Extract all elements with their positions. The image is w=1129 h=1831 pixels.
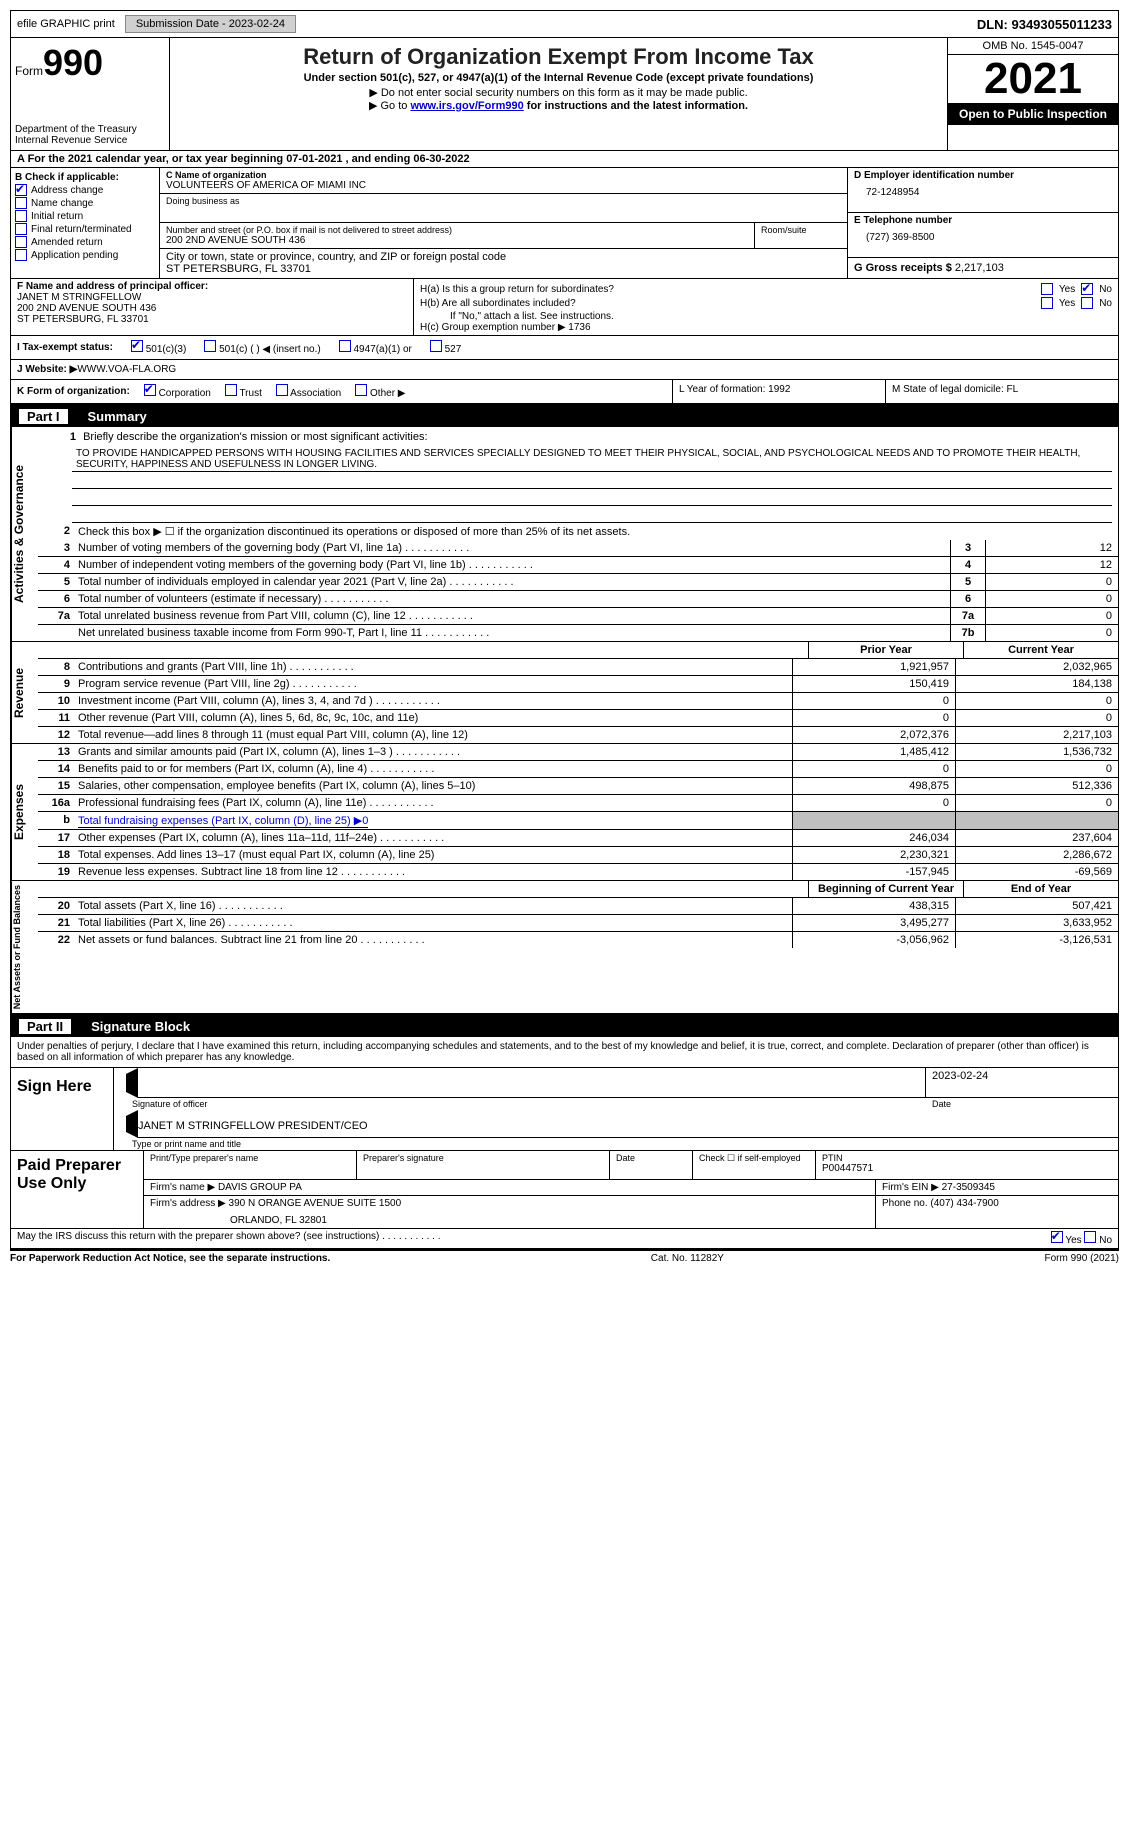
chk-address-change[interactable]	[15, 184, 27, 196]
tab-activities: Activities & Governance	[11, 427, 38, 641]
section-klm: K Form of organization: Corporation Trus…	[10, 380, 1119, 406]
irs-link[interactable]: www.irs.gov/Form990	[410, 100, 523, 112]
chk-amended[interactable]	[15, 236, 27, 248]
discuss-row: May the IRS discuss this return with the…	[10, 1229, 1119, 1251]
top-bar: efile GRAPHIC print Submission Date - 20…	[10, 10, 1119, 38]
col-b: B Check if applicable: Address change Na…	[11, 168, 160, 278]
dln-label: DLN: 93493055011233	[977, 17, 1112, 32]
tab-revenue: Revenue	[11, 642, 38, 743]
chk-application[interactable]	[15, 249, 27, 261]
part2-header: Part II Signature Block	[10, 1016, 1119, 1037]
section-bcd: B Check if applicable: Address change Na…	[10, 168, 1119, 279]
chk-initial-return[interactable]	[15, 210, 27, 222]
header-right: OMB No. 1545-0047 2021 Open to Public In…	[947, 38, 1118, 150]
paid-preparer: Paid Preparer Use Only Print/Type prepar…	[10, 1151, 1119, 1229]
col-d: D Employer identification number 72-1248…	[847, 168, 1118, 278]
section-j: J Website: ▶ WWW.VOA-FLA.ORG	[10, 360, 1119, 380]
section-f: F Name and address of principal officer:…	[11, 279, 414, 335]
form-header: Form990 Department of the Treasury Inter…	[10, 38, 1119, 151]
header-left: Form990 Department of the Treasury Inter…	[11, 38, 170, 150]
section-fh: F Name and address of principal officer:…	[10, 279, 1119, 336]
section-i: I Tax-exempt status: 501(c)(3) 501(c) ( …	[10, 336, 1119, 360]
chk-final-return[interactable]	[15, 223, 27, 235]
revenue-section: Revenue Prior YearCurrent Year 8Contribu…	[10, 642, 1119, 744]
tab-expenses: Expenses	[11, 744, 38, 880]
submission-date-button[interactable]: Submission Date - 2023-02-24	[125, 15, 296, 33]
col-c: C Name of organization VOLUNTEERS OF AME…	[160, 168, 847, 278]
tab-net-assets: Net Assets or Fund Balances	[11, 881, 38, 1013]
signature-declaration: Under penalties of perjury, I declare th…	[10, 1037, 1119, 1068]
header-center: Return of Organization Exempt From Incom…	[170, 38, 947, 150]
expenses-section: Expenses 13Grants and similar amounts pa…	[10, 744, 1119, 881]
part1-header: Part I Summary	[10, 406, 1119, 427]
activities-governance: Activities & Governance 1 Briefly descri…	[10, 427, 1119, 642]
net-assets-section: Net Assets or Fund Balances Beginning of…	[10, 881, 1119, 1016]
row-a-tax-year: A For the 2021 calendar year, or tax yea…	[10, 151, 1119, 168]
form-title: Return of Organization Exempt From Incom…	[178, 44, 939, 70]
sign-here: Sign Here 2023-02-24 Signature of office…	[10, 1068, 1119, 1151]
section-h: H(a) Is this a group return for subordin…	[414, 279, 1118, 335]
efile-label: efile GRAPHIC print	[17, 18, 115, 30]
footer: For Paperwork Reduction Act Notice, see …	[10, 1251, 1119, 1266]
chk-name-change[interactable]	[15, 197, 27, 209]
